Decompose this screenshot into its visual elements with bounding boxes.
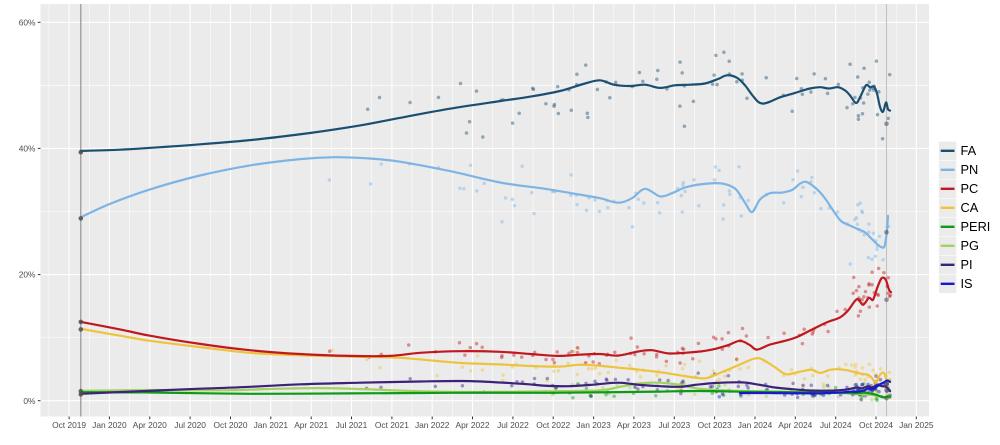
- svg-text:Oct 2020: Oct 2020: [214, 420, 248, 430]
- svg-text:Jan 2022: Jan 2022: [415, 420, 450, 430]
- svg-text:Jul 2020: Jul 2020: [174, 420, 206, 430]
- svg-text:Oct 2021: Oct 2021: [375, 420, 409, 430]
- svg-text:Jul 2023: Jul 2023: [658, 420, 690, 430]
- svg-text:0%: 0%: [23, 396, 36, 406]
- svg-text:IS: IS: [961, 276, 973, 291]
- svg-text:PN: PN: [961, 162, 979, 177]
- svg-text:20%: 20%: [19, 270, 36, 280]
- svg-text:Jan 2021: Jan 2021: [254, 420, 289, 430]
- svg-text:Oct 2022: Oct 2022: [536, 420, 570, 430]
- svg-text:Oct 2024: Oct 2024: [859, 420, 893, 430]
- svg-text:PI: PI: [961, 257, 973, 272]
- svg-text:Apr 2023: Apr 2023: [617, 420, 651, 430]
- svg-text:Jan 2024: Jan 2024: [738, 420, 773, 430]
- svg-text:Oct 2019: Oct 2019: [52, 420, 86, 430]
- svg-text:Jul 2024: Jul 2024: [820, 420, 852, 430]
- svg-text:Oct 2023: Oct 2023: [698, 420, 732, 430]
- svg-text:PC: PC: [961, 181, 979, 196]
- svg-text:Apr 2022: Apr 2022: [456, 420, 490, 430]
- svg-text:PG: PG: [961, 238, 980, 253]
- svg-text:Apr 2021: Apr 2021: [294, 420, 328, 430]
- svg-text:Apr 2024: Apr 2024: [778, 420, 812, 430]
- svg-text:40%: 40%: [19, 144, 36, 154]
- svg-text:Jan 2020: Jan 2020: [92, 420, 127, 430]
- svg-text:Jan 2025: Jan 2025: [899, 420, 934, 430]
- svg-text:Apr 2020: Apr 2020: [133, 420, 167, 430]
- svg-text:Jan 2023: Jan 2023: [576, 420, 611, 430]
- svg-text:CA: CA: [961, 200, 979, 215]
- svg-text:Jul 2022: Jul 2022: [497, 420, 529, 430]
- svg-text:60%: 60%: [19, 17, 36, 27]
- svg-text:PERI: PERI: [961, 219, 991, 234]
- svg-text:Jul 2021: Jul 2021: [336, 420, 368, 430]
- svg-text:FA: FA: [961, 143, 977, 158]
